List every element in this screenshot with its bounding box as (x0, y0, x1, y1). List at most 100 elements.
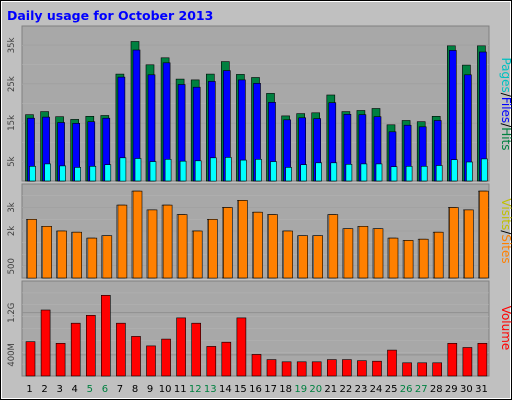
sites-bar (464, 209, 474, 279)
volume-bar (447, 342, 458, 377)
volume-bar (342, 359, 352, 377)
pages-label: Pages (499, 57, 512, 92)
x-tick-label: 6 (102, 384, 108, 395)
pages-bar (89, 166, 97, 182)
pages-bar (179, 160, 187, 182)
pages-bar (29, 166, 36, 182)
sites-bar (418, 238, 429, 279)
x-tick-label: 31 (475, 384, 488, 395)
pages-bar (390, 166, 398, 182)
y-tick-label: 1.2G (7, 303, 17, 323)
volume-bar (161, 338, 171, 377)
volume-bar (40, 309, 51, 377)
volume-bar (326, 359, 337, 377)
sites-bar (343, 228, 354, 279)
chart-title: Daily usage for October 2013 (7, 8, 213, 23)
sites-bar (223, 207, 233, 279)
x-tick-label: 9 (147, 384, 153, 395)
pages-bar (315, 162, 323, 182)
pages-bar (44, 163, 51, 182)
volume-bar (266, 359, 277, 377)
pages-bar (300, 164, 308, 182)
sites-bar (102, 235, 113, 279)
sites-bar (373, 228, 384, 279)
volume-bar (477, 342, 488, 377)
y-tick-label: 3k (7, 202, 17, 212)
pages-bar (240, 159, 247, 182)
sites-bar (448, 207, 459, 279)
sites-bar (388, 237, 399, 279)
pages-bar (270, 161, 277, 182)
volume-bar (417, 362, 428, 377)
volume-bar (296, 361, 307, 377)
pages-bar (59, 165, 66, 182)
sites-bar (238, 200, 248, 279)
volume-bar (221, 341, 232, 377)
panel3-y-axis-label: Volume (499, 306, 512, 351)
pages-bar (255, 159, 262, 182)
x-tick-label: 30 (460, 384, 473, 395)
pages-bar (74, 167, 81, 182)
pages-bar (450, 159, 458, 182)
pages-bar (164, 159, 172, 182)
x-tick-label: 7 (117, 384, 123, 395)
x-tick-label: 14 (219, 384, 232, 395)
y-tick-label: 2k (7, 226, 17, 236)
x-tick-label: 29 (445, 384, 458, 395)
pages-bar (435, 165, 443, 182)
volume-bar (55, 342, 66, 377)
pages-bar (134, 158, 142, 182)
y-tick-label: 35k (7, 37, 17, 53)
pages-bar (149, 161, 157, 182)
panel2-y-axis-label: Visits/Sites (499, 198, 512, 263)
x-tick-label: 20 (309, 384, 322, 395)
volume-bar (176, 317, 186, 377)
x-tick-label: 23 (355, 384, 368, 395)
x-tick-label: 5 (87, 384, 93, 395)
volume-bar (70, 322, 81, 377)
panel1-y-axis-label: Pages/Files/Hits (499, 57, 512, 150)
sites-bar (42, 226, 52, 279)
sites-bar (433, 231, 444, 279)
volume-bar (462, 347, 473, 377)
sites-label: Sites (499, 234, 512, 263)
pages-bar (210, 157, 217, 182)
x-tick-label: 19 (294, 384, 307, 395)
pages-bar (466, 161, 473, 182)
pages-bar (194, 160, 202, 182)
x-tick-label: 28 (430, 384, 443, 395)
volume-bar (311, 361, 322, 377)
sites-bar (177, 214, 188, 279)
pages-bar (420, 166, 428, 182)
sites-bar (27, 219, 37, 279)
hits-label: Hits (499, 127, 512, 150)
x-tick-label: 16 (249, 384, 262, 395)
hits-files-pages-bars (25, 41, 488, 182)
sites-bar (479, 190, 489, 279)
x-tick-label: 3 (57, 384, 63, 395)
pages-bar (104, 164, 112, 182)
volume-bar (116, 322, 126, 377)
pages-bar (225, 157, 232, 182)
sites-bar (208, 219, 218, 279)
volume-bar (101, 294, 111, 377)
x-tick-label: 10 (159, 384, 172, 395)
x-tick-label: 2 (41, 384, 47, 395)
volume-bar (86, 314, 96, 377)
pages-bar (375, 163, 383, 182)
sites-bar (313, 235, 324, 279)
volume-bar (236, 317, 247, 377)
visits-label: Visits (499, 198, 512, 230)
y-tick-label: 5k (7, 156, 17, 166)
x-tick-label: 15 (234, 384, 247, 395)
sites-bar (328, 214, 339, 279)
volume-bar (387, 349, 397, 377)
y-tick-label: 500 (7, 258, 17, 274)
volume-panel: 400M 1.2G (7, 280, 490, 377)
sites-bar (87, 237, 98, 279)
panel1-y-ticks: 5k 15k 25k 35k (7, 37, 17, 166)
y-tick-label: 400M (7, 343, 17, 367)
sites-bar (403, 240, 414, 279)
panel2-y-ticks: 500 2k 3k (7, 202, 17, 274)
sites-bar (298, 235, 309, 279)
